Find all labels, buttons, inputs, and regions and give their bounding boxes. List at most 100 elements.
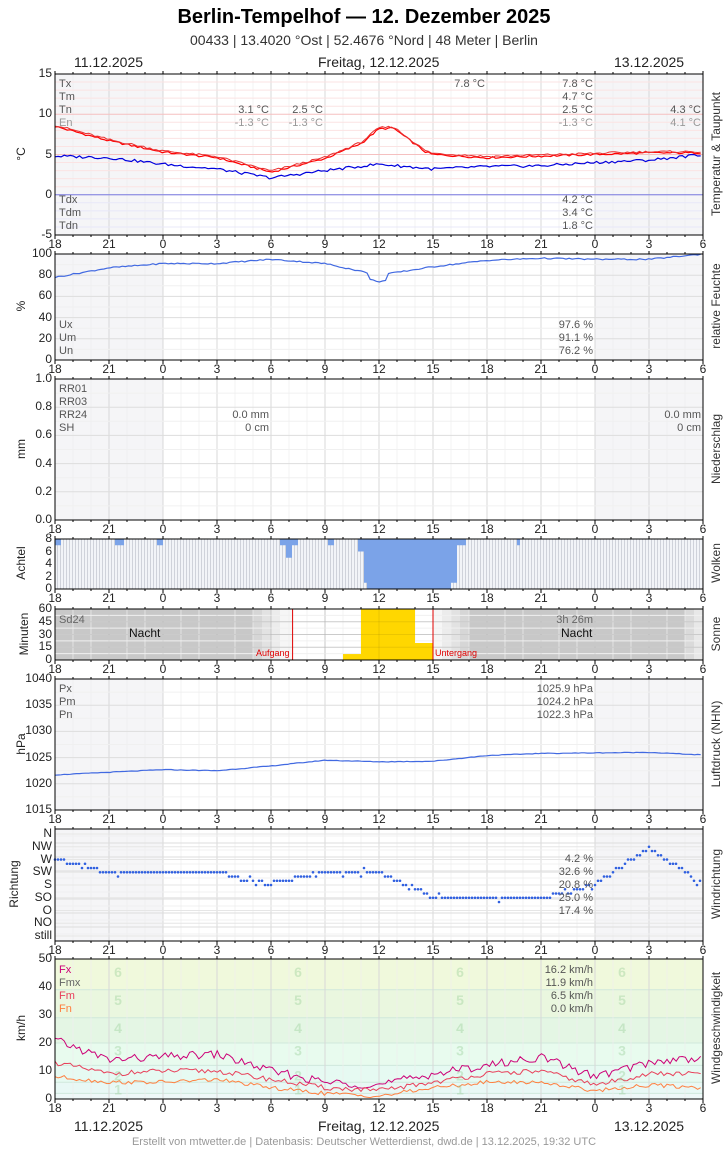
x-tick-label: 3 xyxy=(645,943,653,957)
x-tick-label: 21 xyxy=(102,522,116,536)
value-en-day1: -1.3 °C xyxy=(234,117,269,129)
x-tick-label: 6 xyxy=(699,943,707,957)
beaufort-label: 1 xyxy=(618,1082,626,1098)
night-label-right: Nacht xyxy=(561,626,593,640)
x-tick-label: 6 xyxy=(699,1101,707,1115)
x-tick-label: 21 xyxy=(534,812,548,826)
sunrise-label: Aufgang xyxy=(256,648,290,658)
panel-side-title: Temperatur & Taupunkt xyxy=(709,91,723,216)
x-tick-label: 9 xyxy=(321,812,329,826)
legend-fm: Fm xyxy=(59,990,75,1002)
panel-precip xyxy=(54,376,704,524)
x-tick-label: 0 xyxy=(159,237,167,251)
y-tick-label: 0 xyxy=(45,352,52,366)
x-tick-label: 21 xyxy=(102,362,116,376)
y-tick-label: 1015 xyxy=(25,802,52,816)
x-tick-label: 6 xyxy=(699,591,707,605)
y-tick-label: 40 xyxy=(38,979,52,993)
y-tick-label: 40 xyxy=(38,309,52,324)
value-tx-day2: 7.8 °C xyxy=(562,78,593,90)
y-axis-title: °C xyxy=(14,146,28,161)
x-tick-label: 18 xyxy=(480,362,494,376)
y-tick-label: 30 xyxy=(38,626,52,641)
value-fm: 6.5 km/h xyxy=(550,990,593,1002)
legend-fmx: Fmx xyxy=(59,977,81,989)
y-tick-label: O xyxy=(42,902,52,917)
y-tick-label: 0.2 xyxy=(35,483,52,498)
x-tick-label: 15 xyxy=(426,362,440,376)
panel-clouds xyxy=(54,536,704,593)
x-tick-label: 3 xyxy=(645,237,653,251)
x-tick-label: 9 xyxy=(321,522,329,536)
x-tick-label: 0 xyxy=(591,237,599,251)
y-axis-title: hPa xyxy=(14,732,28,755)
y-axis-title: km/h xyxy=(14,1015,28,1042)
y-axis-title: Minuten xyxy=(17,612,31,655)
x-tick-label: 6 xyxy=(267,812,275,826)
value-winddir-share: 20.8 % xyxy=(558,879,593,891)
date-left-bottom: 11.12.2025 xyxy=(74,1118,144,1134)
beaufort-label: 6 xyxy=(456,964,464,980)
x-tick-label: 18 xyxy=(480,591,494,605)
value-fx: 16.2 km/h xyxy=(544,964,593,976)
panel-sun xyxy=(54,606,704,664)
x-tick-label: 6 xyxy=(267,362,275,376)
x-tick-label: 3 xyxy=(213,1101,221,1115)
x-tick-label: 3 xyxy=(213,812,221,826)
y-tick-label: 1030 xyxy=(25,723,52,738)
value-tn-day2: 2.5 °C xyxy=(562,104,593,116)
y-tick-label: 2 xyxy=(45,568,52,583)
sun-bar xyxy=(379,609,397,660)
y-tick-label: 10 xyxy=(38,1063,52,1077)
sun-bar xyxy=(397,609,415,660)
legend-sd24: Sd24 xyxy=(59,614,85,626)
beaufort-label: 4 xyxy=(294,1020,302,1036)
y-tick-label: 0.8 xyxy=(35,399,52,414)
x-tick-label: 18 xyxy=(480,1101,494,1115)
value-winddir-share: 4.2 % xyxy=(564,853,593,865)
x-tick-label: 21 xyxy=(102,1101,116,1115)
x-tick-label: 6 xyxy=(267,1101,275,1115)
x-tick-label: 0 xyxy=(159,362,167,376)
x-tick-label: 12 xyxy=(372,812,386,826)
x-tick-label: 3 xyxy=(213,237,221,251)
beaufort-label: 3 xyxy=(294,1042,302,1058)
value-tdn-day2: 1.8 °C xyxy=(562,220,593,232)
x-tick-label: 21 xyxy=(534,943,548,957)
y-tick-label: 1020 xyxy=(25,775,52,790)
x-tick-label: 0 xyxy=(591,662,599,676)
y-tick-label: still xyxy=(34,928,52,942)
beaufort-label: 5 xyxy=(114,992,122,1008)
value-tn-day3: 4.3 °C xyxy=(670,104,701,116)
y-tick-label: 15 xyxy=(38,639,52,654)
x-tick-label: 3 xyxy=(645,591,653,605)
beaufort-label: 6 xyxy=(618,964,626,980)
x-tick-label: 0 xyxy=(159,591,167,605)
legend-ux: Ux xyxy=(59,319,73,331)
x-tick-label: 6 xyxy=(699,362,707,376)
legend-pn: Pn xyxy=(59,709,73,721)
y-tick-label: 1025 xyxy=(25,749,52,764)
x-tick-label: 15 xyxy=(426,812,440,826)
page-title: Berlin-Tempelhof — 12. Dezember 2025 xyxy=(177,6,551,28)
beaufort-label: 3 xyxy=(114,1042,122,1058)
beaufort-label: 2 xyxy=(456,1068,464,1084)
value-sh-day1: 0 cm xyxy=(245,422,269,434)
value-pm: 1024.2 hPa xyxy=(536,696,593,708)
x-tick-label: 18 xyxy=(48,591,62,605)
x-tick-label: 0 xyxy=(159,662,167,676)
x-tick-label: 0 xyxy=(591,362,599,376)
value-tdx-day2: 4.2 °C xyxy=(562,194,593,206)
x-tick-label: 21 xyxy=(102,943,116,957)
x-tick-label: 6 xyxy=(267,943,275,957)
value-en-day2: -1.3 °C xyxy=(558,117,593,129)
x-tick-label: 21 xyxy=(534,662,548,676)
x-tick-label: 18 xyxy=(480,237,494,251)
panel-temperature xyxy=(54,71,704,239)
x-tick-label: 18 xyxy=(480,522,494,536)
legend-tdn: Tdn xyxy=(59,220,78,232)
sun-bar xyxy=(361,609,379,660)
y-axis-title: % xyxy=(14,300,28,312)
y-tick-label: 0.4 xyxy=(35,455,52,470)
